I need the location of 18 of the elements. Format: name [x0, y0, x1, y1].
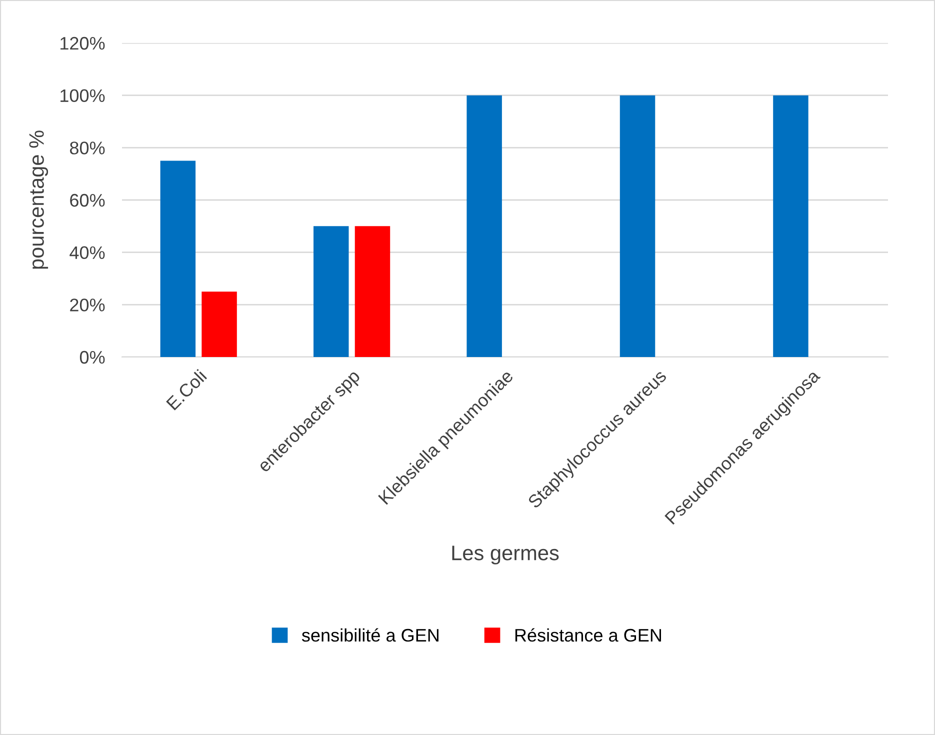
bar — [773, 95, 808, 357]
bar — [202, 292, 237, 357]
bar — [620, 95, 656, 357]
y-tick-label: 80% — [70, 142, 105, 154]
bar — [314, 226, 349, 357]
legend-label: sensibilité a GEN — [302, 628, 438, 642]
bar — [160, 160, 196, 357]
y-tick-label: 20% — [70, 298, 105, 312]
y-tick-label: 0% — [80, 350, 105, 364]
y-tick-label: 100% — [60, 89, 105, 102]
y-tick-label: 120% — [60, 36, 105, 50]
y-axis-title: pourcentage % — [29, 130, 48, 269]
x-axis-title: Les germes — [452, 546, 559, 564]
y-tick-label: 40% — [70, 246, 105, 260]
legend-label: Résistance a GEN — [515, 628, 661, 642]
bar — [466, 95, 502, 357]
y-tick-label: 60% — [70, 194, 105, 207]
bar — [354, 226, 390, 357]
